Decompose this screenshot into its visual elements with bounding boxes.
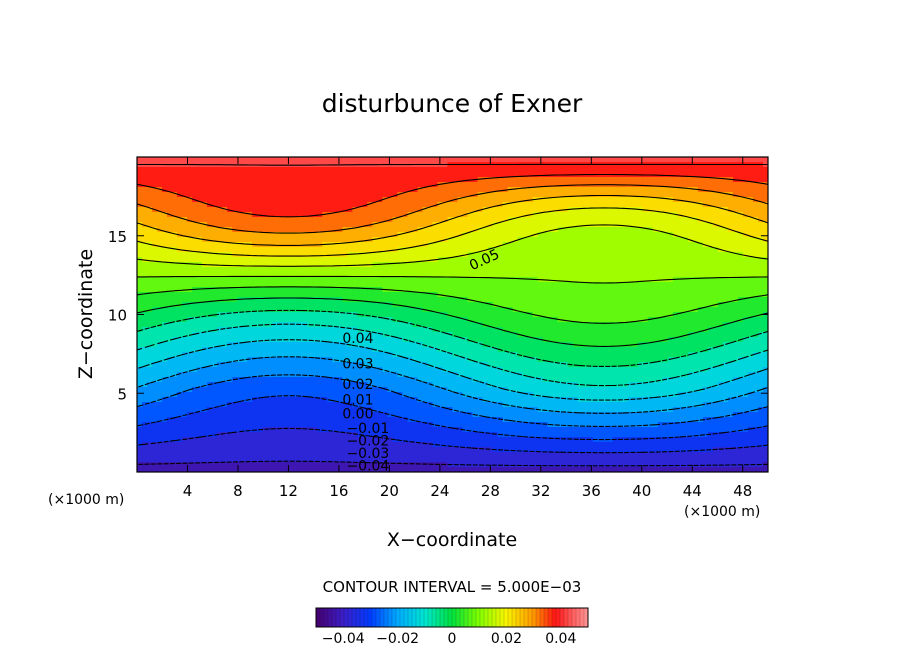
y-tick-label: 10 [108,307,127,325]
x-tick-label: 24 [430,482,449,500]
contour-label: 0.00 [342,407,373,423]
colorbar-tick-label: 0.02 [491,631,522,647]
contour-label: 0.04 [342,331,373,347]
x-tick-label: 28 [481,482,500,500]
contour-labels: 0.050.040.030.020.010.00−0.01−0.02−0.03−… [342,246,502,474]
contour-line [137,309,768,367]
contour-line [137,374,768,427]
z-unit-label: (×1000 m) [48,492,124,508]
y-axis-label: Z−coordinate [75,249,97,379]
x-tick-label: 48 [733,482,752,500]
x-tick-label: 20 [380,482,399,500]
colorbar-tick-label: 0.04 [545,631,576,647]
colorbar-tick-label: 0 [448,631,457,647]
x-tick-label: 16 [329,482,348,500]
contour-label: 0.01 [342,393,373,409]
contour-line [137,275,768,284]
contour-line [137,184,768,234]
y-tick-label: 15 [108,228,127,246]
x-tick-label: 32 [531,482,550,500]
contour-line [137,173,768,218]
contour-line [137,339,768,401]
x-axis-ticks: 4 8 12 16 20 24 28 32 36 40 44 48 [183,157,752,500]
x-axis-label: X−coordinate [387,529,517,551]
contour-label: −0.01 [346,421,389,437]
contour-line [137,297,768,347]
chart-title: disturbunce of Exner [322,89,583,118]
contour-line [137,207,768,257]
contour-label: 0.03 [342,356,373,372]
x-tick-label: 8 [233,482,243,500]
colorbar-tick-label: −0.04 [322,631,365,647]
x-tick-label: 40 [632,482,651,500]
contour-line [137,224,768,267]
colorbar-frame [315,607,589,628]
contour-line [137,194,768,246]
contour-label: −0.03 [346,446,389,462]
contour-interval-note: CONTOUR INTERVAL = 5.000E−03 [323,578,582,596]
colorbar-ticks: −0.04 −0.02 0 0.02 0.04 [322,631,577,647]
colorbar [315,608,589,627]
x-tick-label: 12 [279,482,298,500]
x-tick-label: 44 [683,482,702,500]
contour-line [137,395,768,441]
contour-line [137,163,768,166]
contour-label: −0.04 [346,459,389,475]
y-axis-ticks: 5 10 15 [108,228,768,403]
contour-label: 0.02 [342,377,373,393]
contour-line [137,460,768,467]
contour-lines [137,163,768,467]
x-tick-label: 4 [183,482,193,500]
x-unit-label: (×1000 m) [684,504,760,520]
contour-line [137,356,768,414]
colorbar-tick-label: −0.02 [376,631,419,647]
x-tick-label: 36 [582,482,601,500]
y-tick-label: 5 [117,385,127,403]
contour-line [137,427,768,454]
contour-label: −0.02 [346,434,389,450]
